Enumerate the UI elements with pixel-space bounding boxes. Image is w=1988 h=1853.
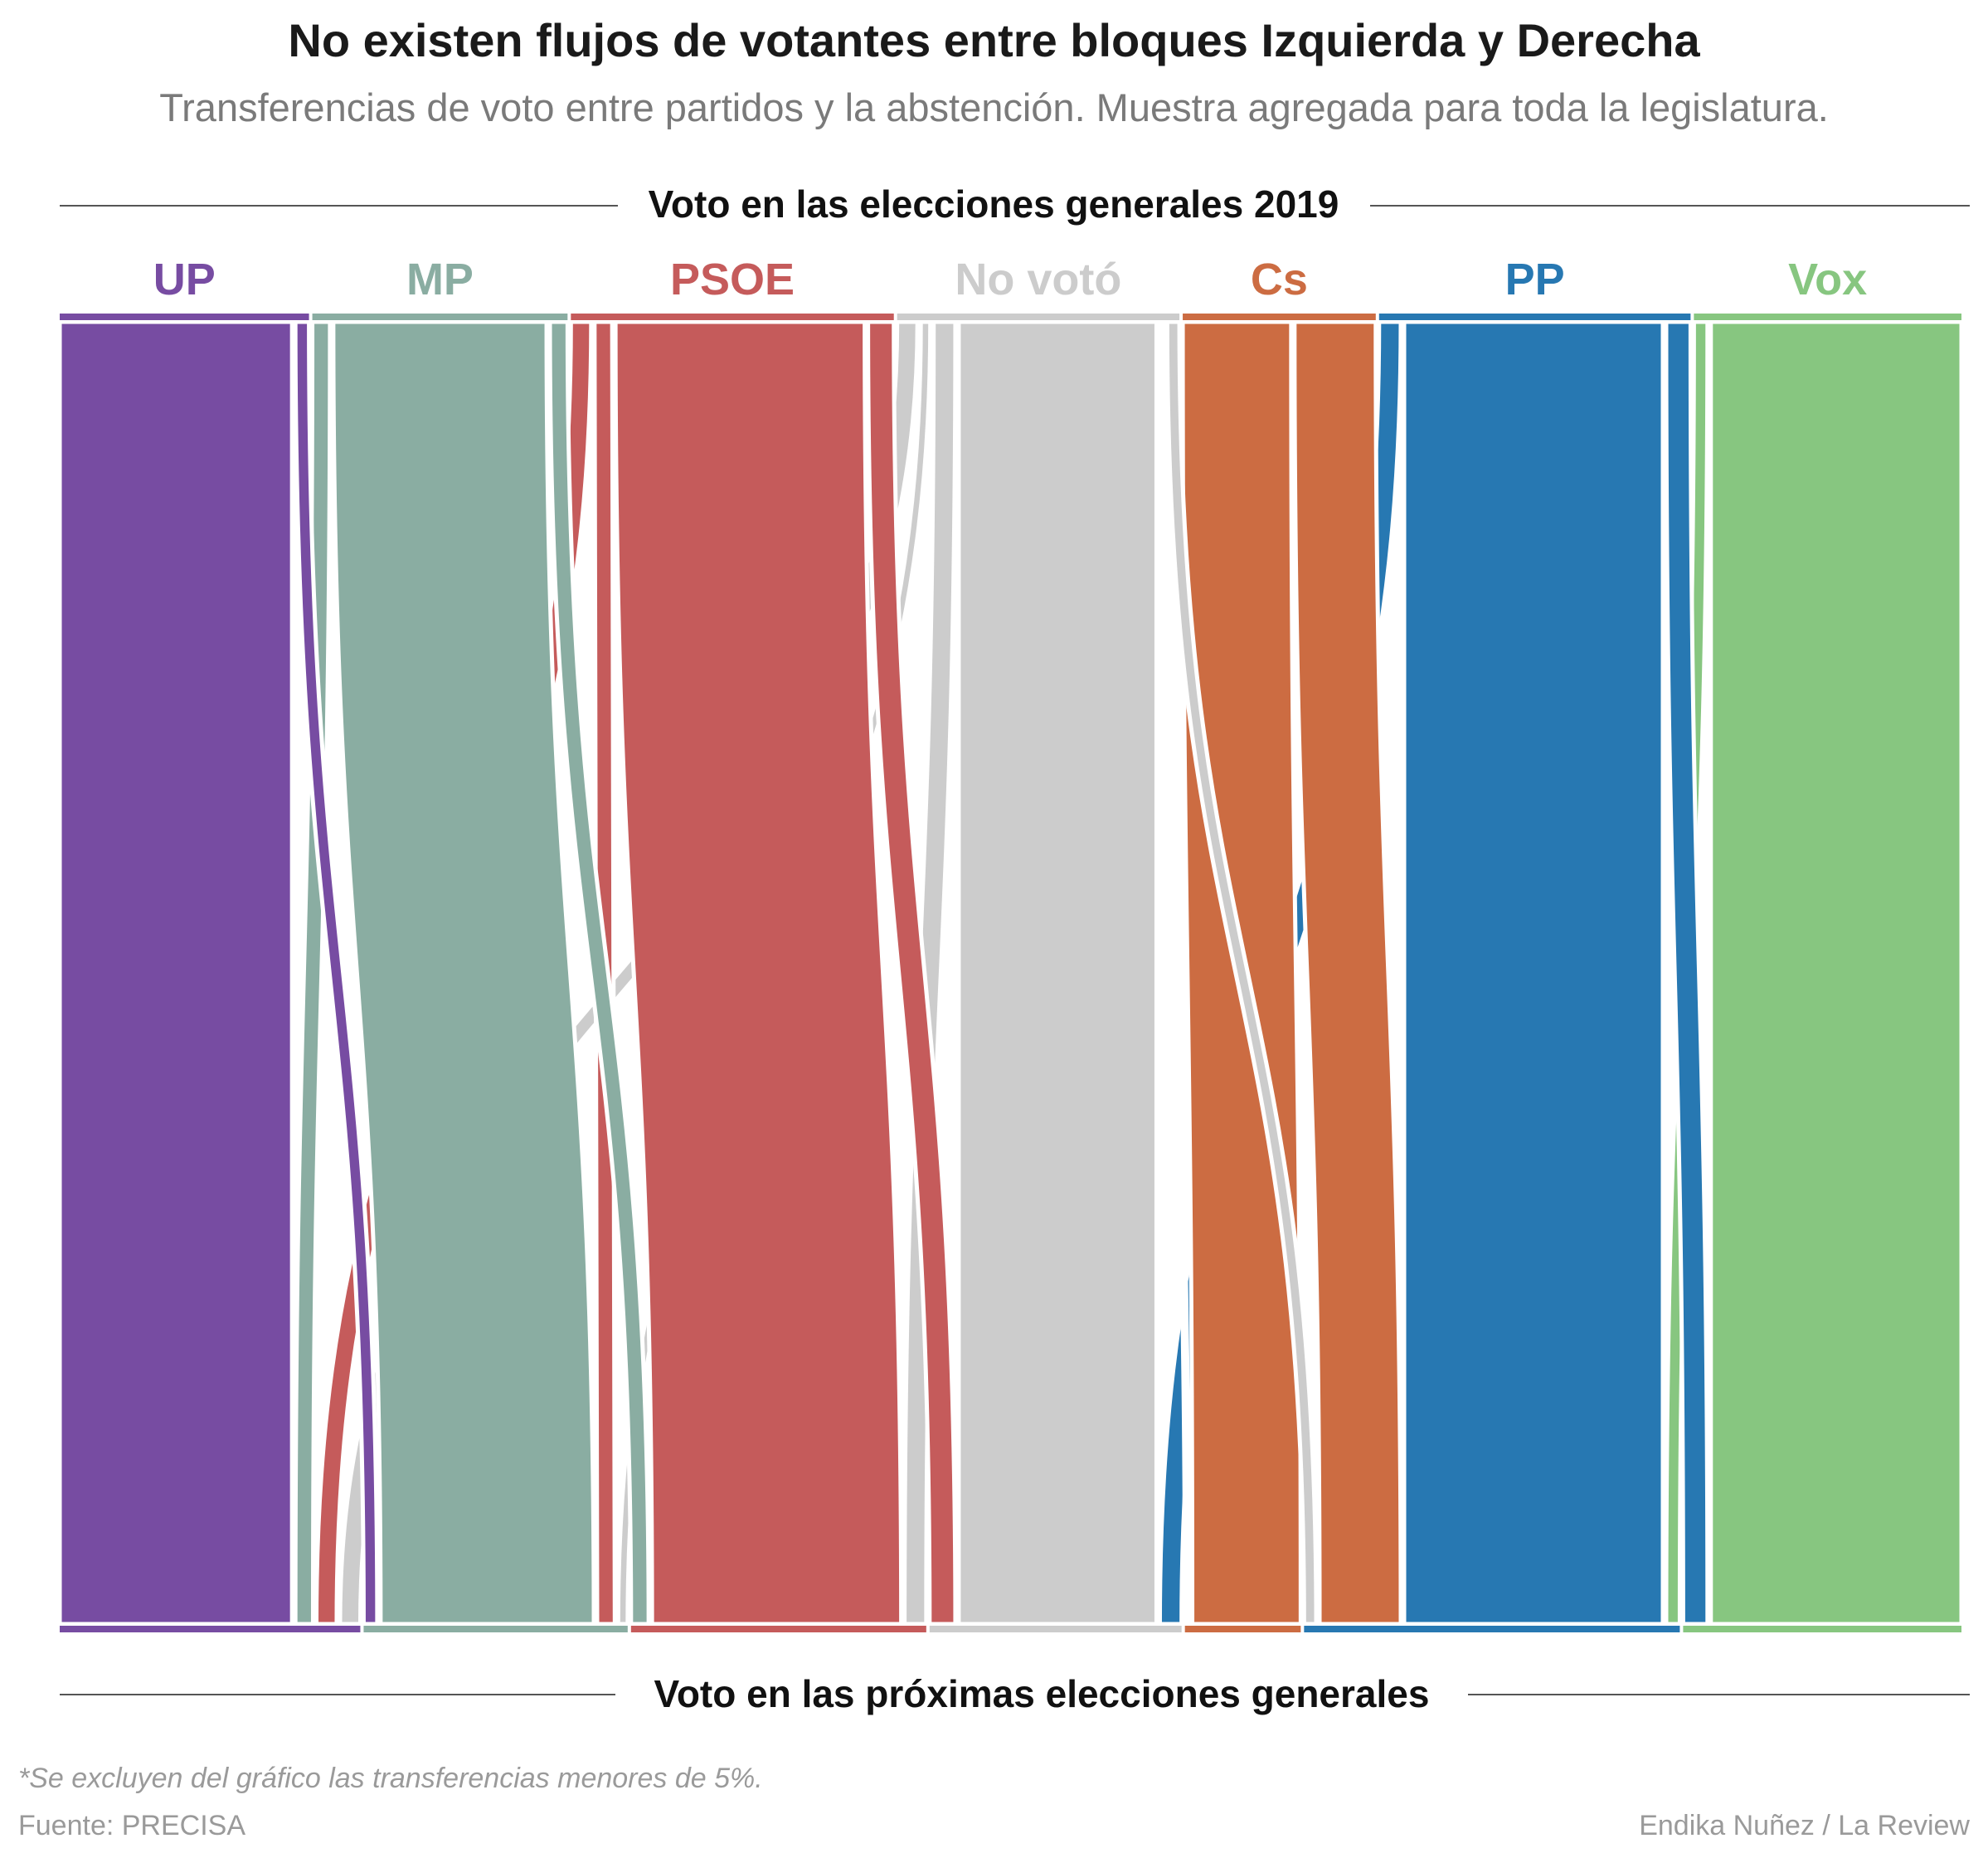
node-label-cs: Cs [1251, 255, 1308, 304]
flow-pp-to-pp [1402, 319, 1665, 1627]
chart-title: No existen flujos de votantes entre bloq… [288, 14, 1700, 66]
node-label-vox: Vox [1788, 255, 1867, 304]
flow-novoto-to-cs [1157, 319, 1192, 1627]
flow-cs-to-pp [1292, 319, 1403, 1627]
bottom-node-bar-psoe [630, 1626, 926, 1632]
top-node-bar-novoto [897, 314, 1180, 320]
top-node-bar-psoe [571, 314, 894, 320]
nodes-layer [60, 314, 1961, 1632]
source-note: Fuente: PRECISA [18, 1810, 246, 1841]
node-label-pp: PP [1505, 255, 1565, 304]
labels-layer: UP MP PSOE No votó PP Cs Vox [153, 255, 1867, 304]
node-label-novoto: No votó [955, 255, 1121, 304]
node-label-psoe: PSOE [670, 255, 795, 304]
flow-mp-to-mp [331, 319, 596, 1627]
bottom-node-bar-mp [363, 1626, 628, 1632]
top-node-bar-mp [312, 314, 568, 320]
flow-novoto-to-novoto [956, 319, 1159, 1627]
top-node-bar-up [60, 314, 309, 320]
flow-up-to-up [57, 319, 294, 1627]
bottom-node-bar-cs [1184, 1626, 1301, 1632]
bottom-node-bar-vox [1683, 1626, 1961, 1632]
top-node-bar-pp [1378, 314, 1691, 320]
bottom-node-bar-up [60, 1626, 361, 1632]
flows-layer [57, 319, 1964, 1627]
bottom-node-bar-pp [1304, 1626, 1680, 1632]
top-node-bar-vox [1694, 314, 1961, 320]
node-label-up: UP [153, 255, 216, 304]
flow-psoe-to-psoe [613, 319, 904, 1627]
flow-up-to-mp [293, 319, 380, 1627]
flow-pp-to-vox [1664, 319, 1710, 1627]
top-node-bar-cs [1183, 314, 1376, 320]
flow-vox-to-vox [1709, 319, 1964, 1627]
bottom-node-bar-novoto [929, 1626, 1182, 1632]
footnote: *Se excluyen del gráfico las transferenc… [18, 1763, 763, 1794]
flow-novoto-to-psoe [902, 319, 958, 1627]
node-label-mp: MP [406, 255, 474, 304]
flow-mp-to-psoe [547, 319, 651, 1627]
credit-note: Endika Nuñez / La Review [1639, 1810, 1970, 1841]
bottom-axis-label: Voto en las próximas elecciones generale… [654, 1672, 1430, 1715]
flow-novoto-to-pp [1164, 319, 1319, 1627]
chart-subtitle: Transferencias de voto entre partidos y … [159, 85, 1829, 129]
flow-psoe-to-novoto [866, 319, 958, 1627]
top-axis-label: Voto en las elecciones generales 2019 [649, 182, 1339, 226]
